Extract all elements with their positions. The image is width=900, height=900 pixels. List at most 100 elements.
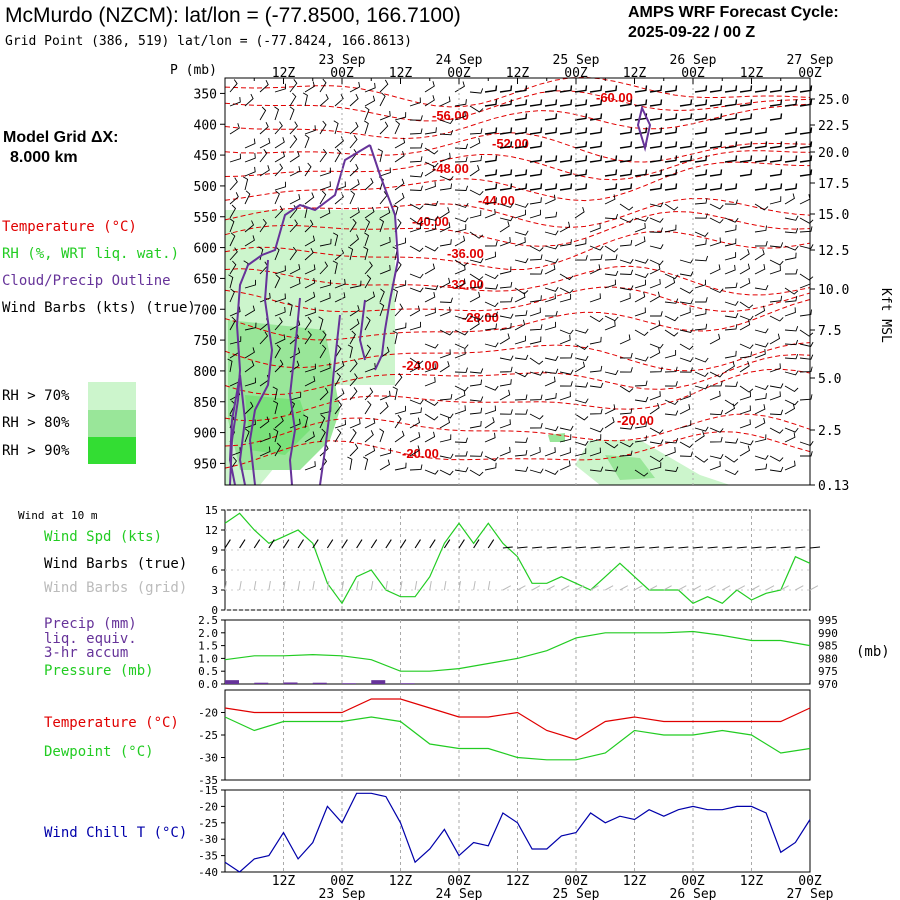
wind-barb: [784, 215, 799, 221]
wind-barb: [754, 285, 769, 291]
wind-barb: [499, 313, 514, 319]
wind-barb: [664, 438, 679, 444]
wind-barb: [634, 307, 646, 317]
wind-barbs-true-label: Wind Barbs (true): [44, 556, 187, 572]
wind-barb: [259, 416, 270, 429]
wind-barb-true: [766, 546, 777, 549]
wind-barb-grid: [268, 581, 271, 591]
wind-barb: [469, 189, 484, 196]
wind-barb: [424, 376, 436, 387]
bottom-hour-tick: 00Z: [564, 874, 588, 889]
dewpoint-label: Dewpoint (°C): [44, 744, 154, 760]
pressure-tick: 350: [194, 87, 217, 102]
wind-barb: [784, 385, 799, 393]
series-line: [224, 792, 811, 873]
wind-barb-grid: [736, 585, 746, 591]
wind-barb: [229, 260, 237, 275]
wind-barb: [409, 287, 424, 293]
wind-barb: [364, 291, 376, 303]
wind-barb: [709, 203, 724, 210]
y-tick-label: 6: [211, 564, 218, 577]
wind-barb-true: [443, 539, 451, 549]
top-date-label: 24 Sep: [436, 53, 483, 68]
wind-barb: [394, 218, 402, 233]
wind-barb: [469, 469, 484, 477]
wind-barb: [289, 121, 298, 135]
wind-barb: [799, 273, 814, 281]
wind-barb: [394, 260, 402, 275]
wind-barb: [379, 288, 385, 303]
wind-barb: [754, 225, 767, 233]
wind-barb: [544, 113, 558, 121]
wind-chill-label: Wind Chill T (°C): [44, 825, 187, 841]
temp-label: Temperature (°C): [44, 715, 179, 731]
wind-barb: [709, 287, 724, 294]
wind-barb: [514, 258, 529, 264]
wind-barb: [499, 419, 511, 429]
pressure-tick: 500: [194, 180, 217, 195]
wind-barb: [769, 409, 784, 416]
wind-barb: [649, 155, 663, 163]
wind-barb: [574, 183, 588, 191]
wind-barb: [799, 127, 813, 135]
wind-barb: [799, 354, 814, 360]
wind-barb: [304, 134, 310, 149]
wind-barb: [604, 245, 619, 253]
wind-barb: [364, 95, 376, 107]
wind-barb: [334, 419, 346, 429]
wind-barb: [529, 295, 542, 303]
wind-barb: [392, 386, 398, 401]
wind-barb: [484, 284, 499, 290]
wind-barb: [619, 269, 634, 275]
wind-barb: [649, 227, 663, 233]
wind-barb: [304, 264, 316, 275]
wind-barb: [709, 99, 723, 107]
wind-barb: [439, 239, 452, 247]
wind-barb: [679, 307, 691, 317]
wind-barb: [424, 215, 439, 221]
wind-barb-grid: [400, 581, 403, 591]
wind-barb: [739, 113, 753, 121]
wind-barb: [379, 121, 389, 135]
wind-barb: [274, 190, 280, 205]
wind-barb: [739, 445, 751, 457]
wind-barb: [499, 127, 513, 135]
wind-barb: [454, 111, 466, 121]
bottom-hour-tick: 00Z: [447, 874, 471, 889]
wind-barb-true: [487, 539, 495, 549]
wind-barb: [394, 303, 404, 317]
wind-barb: [724, 264, 736, 275]
legend-rh80: RH > 80%: [2, 415, 70, 431]
wind-barb: [394, 373, 403, 387]
wind-barb-true: [707, 546, 718, 549]
precip-bar: [400, 683, 415, 684]
wind-barb: [739, 419, 751, 429]
wind-barb: [454, 99, 467, 107]
wind-barb: [544, 258, 559, 264]
wind-barb: [529, 169, 543, 177]
wind-barb: [259, 106, 267, 121]
wind-barb: [484, 251, 496, 261]
wind-barb: [289, 166, 301, 177]
wind-barb: [274, 317, 283, 331]
wind-barb-true: [429, 539, 436, 549]
wind-barb: [739, 127, 753, 135]
wind-barb: [619, 203, 634, 211]
wind-barb: [739, 169, 753, 177]
wind-barb: [769, 196, 782, 205]
pressure-tick: 400: [194, 118, 217, 133]
wind-barb: [499, 266, 512, 275]
wind-barb: [784, 399, 799, 406]
wind-barb: [394, 178, 405, 191]
wind-barb: [589, 427, 604, 433]
wind-barb: [574, 382, 589, 388]
wind-barb: [544, 447, 556, 457]
wind-barb: [229, 306, 241, 317]
wind-barb: [409, 142, 423, 149]
wind-barb: [379, 167, 391, 177]
wind-barb: [319, 120, 327, 135]
wind-barb: [754, 155, 768, 163]
wind-barb: [349, 218, 357, 233]
wind-barb: [499, 379, 512, 387]
wind-barb: [364, 106, 370, 121]
